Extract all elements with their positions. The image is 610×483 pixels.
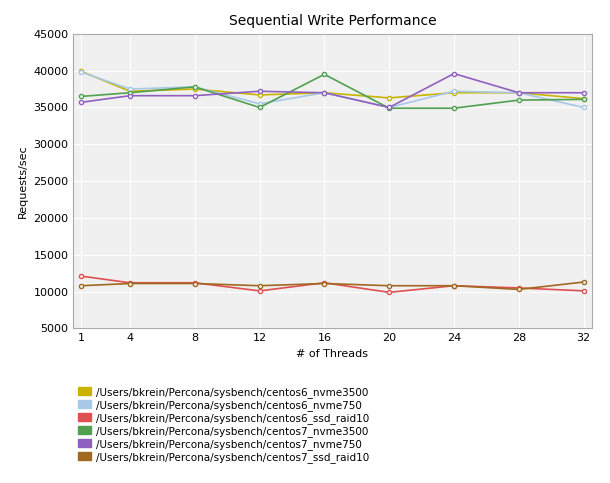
Line: /Users/bkrein/Percona/sysbench/centos6_ssd_raid10: /Users/bkrein/Percona/sysbench/centos6_s… (79, 274, 586, 295)
/Users/bkrein/Percona/sysbench/centos6_nvme750 (191, 84, 198, 90)
/Users/bkrein/Percona/sysbench/centos6_nvme750 (450, 88, 458, 94)
/Users/bkrein/Percona/sysbench/centos7_ssd_raid10 (386, 283, 393, 289)
/Users/bkrein/Percona/sysbench/centos7_nvme3500 (515, 97, 522, 103)
/Users/bkrein/Percona/sysbench/centos6_ssd_raid10 (256, 288, 263, 294)
/Users/bkrein/Percona/sysbench/centos7_nvme3500 (77, 94, 85, 99)
/Users/bkrein/Percona/sysbench/centos6_ssd_raid10 (191, 280, 198, 285)
/Users/bkrein/Percona/sysbench/centos7_nvme3500 (126, 90, 134, 96)
/Users/bkrein/Percona/sysbench/centos6_nvme3500 (515, 90, 522, 96)
/Users/bkrein/Percona/sysbench/centos7_ssd_raid10 (256, 283, 263, 289)
Line: /Users/bkrein/Percona/sysbench/centos6_nvme3500: /Users/bkrein/Percona/sysbench/centos6_n… (79, 69, 586, 101)
/Users/bkrein/Percona/sysbench/centos7_ssd_raid10 (191, 281, 198, 286)
/Users/bkrein/Percona/sysbench/centos7_ssd_raid10 (515, 286, 522, 292)
/Users/bkrein/Percona/sysbench/centos6_nvme3500 (191, 86, 198, 92)
/Users/bkrein/Percona/sysbench/centos7_nvme3500 (256, 105, 263, 111)
/Users/bkrein/Percona/sysbench/centos6_ssd_raid10 (386, 289, 393, 295)
/Users/bkrein/Percona/sysbench/centos7_nvme750 (321, 90, 328, 96)
/Users/bkrein/Percona/sysbench/centos7_ssd_raid10 (126, 281, 134, 286)
/Users/bkrein/Percona/sysbench/centos7_ssd_raid10 (580, 279, 587, 285)
/Users/bkrein/Percona/sysbench/centos6_nvme750 (580, 105, 587, 111)
/Users/bkrein/Percona/sysbench/centos7_nvme750 (580, 90, 587, 96)
/Users/bkrein/Percona/sysbench/centos6_nvme3500 (450, 90, 458, 96)
/Users/bkrein/Percona/sysbench/centos6_ssd_raid10 (77, 273, 85, 279)
/Users/bkrein/Percona/sysbench/centos6_ssd_raid10 (321, 280, 328, 285)
/Users/bkrein/Percona/sysbench/centos7_nvme3500 (321, 71, 328, 77)
/Users/bkrein/Percona/sysbench/centos6_nvme3500 (256, 92, 263, 98)
/Users/bkrein/Percona/sysbench/centos6_ssd_raid10 (580, 288, 587, 294)
/Users/bkrein/Percona/sysbench/centos6_nvme3500 (77, 69, 85, 74)
/Users/bkrein/Percona/sysbench/centos7_nvme3500 (450, 105, 458, 111)
/Users/bkrein/Percona/sysbench/centos6_nvme3500 (386, 95, 393, 101)
/Users/bkrein/Percona/sysbench/centos7_nvme750 (515, 90, 522, 96)
/Users/bkrein/Percona/sysbench/centos6_nvme3500 (580, 96, 587, 101)
/Users/bkrein/Percona/sysbench/centos7_nvme3500 (191, 84, 198, 90)
/Users/bkrein/Percona/sysbench/centos7_nvme3500 (580, 97, 587, 102)
Line: /Users/bkrein/Percona/sysbench/centos6_nvme750: /Users/bkrein/Percona/sysbench/centos6_n… (79, 70, 586, 110)
/Users/bkrein/Percona/sysbench/centos6_ssd_raid10 (450, 283, 458, 289)
/Users/bkrein/Percona/sysbench/centos7_nvme750 (256, 88, 263, 94)
/Users/bkrein/Percona/sysbench/centos6_ssd_raid10 (126, 280, 134, 285)
Line: /Users/bkrein/Percona/sysbench/centos7_nvme750: /Users/bkrein/Percona/sysbench/centos7_n… (79, 71, 586, 110)
/Users/bkrein/Percona/sysbench/centos6_nvme750 (126, 86, 134, 92)
/Users/bkrein/Percona/sysbench/centos7_nvme750 (126, 93, 134, 99)
/Users/bkrein/Percona/sysbench/centos7_nvme3500 (386, 105, 393, 111)
/Users/bkrein/Percona/sysbench/centos7_nvme750 (77, 99, 85, 105)
Title: Sequential Write Performance: Sequential Write Performance (229, 14, 436, 28)
/Users/bkrein/Percona/sysbench/centos7_nvme750 (386, 105, 393, 111)
/Users/bkrein/Percona/sysbench/centos7_ssd_raid10 (321, 281, 328, 286)
/Users/bkrein/Percona/sysbench/centos6_nvme3500 (126, 88, 134, 94)
/Users/bkrein/Percona/sysbench/centos7_nvme750 (450, 71, 458, 76)
Y-axis label: Requests/sec: Requests/sec (18, 144, 27, 218)
Legend: /Users/bkrein/Percona/sysbench/centos6_nvme3500, /Users/bkrein/Percona/sysbench/: /Users/bkrein/Percona/sysbench/centos6_n… (79, 387, 370, 463)
Line: /Users/bkrein/Percona/sysbench/centos7_nvme3500: /Users/bkrein/Percona/sysbench/centos7_n… (79, 72, 586, 110)
/Users/bkrein/Percona/sysbench/centos6_nvme750 (321, 90, 328, 96)
/Users/bkrein/Percona/sysbench/centos6_nvme750 (256, 101, 263, 107)
/Users/bkrein/Percona/sysbench/centos6_nvme750 (515, 90, 522, 96)
/Users/bkrein/Percona/sysbench/centos6_nvme3500 (321, 90, 328, 96)
/Users/bkrein/Percona/sysbench/centos7_nvme750 (191, 93, 198, 99)
Line: /Users/bkrein/Percona/sysbench/centos7_ssd_raid10: /Users/bkrein/Percona/sysbench/centos7_s… (79, 280, 586, 291)
/Users/bkrein/Percona/sysbench/centos6_nvme750 (386, 105, 393, 111)
/Users/bkrein/Percona/sysbench/centos7_ssd_raid10 (77, 283, 85, 289)
X-axis label: # of Threads: # of Threads (296, 349, 368, 359)
/Users/bkrein/Percona/sysbench/centos6_ssd_raid10 (515, 285, 522, 291)
/Users/bkrein/Percona/sysbench/centos7_ssd_raid10 (450, 283, 458, 289)
/Users/bkrein/Percona/sysbench/centos6_nvme750 (77, 69, 85, 75)
